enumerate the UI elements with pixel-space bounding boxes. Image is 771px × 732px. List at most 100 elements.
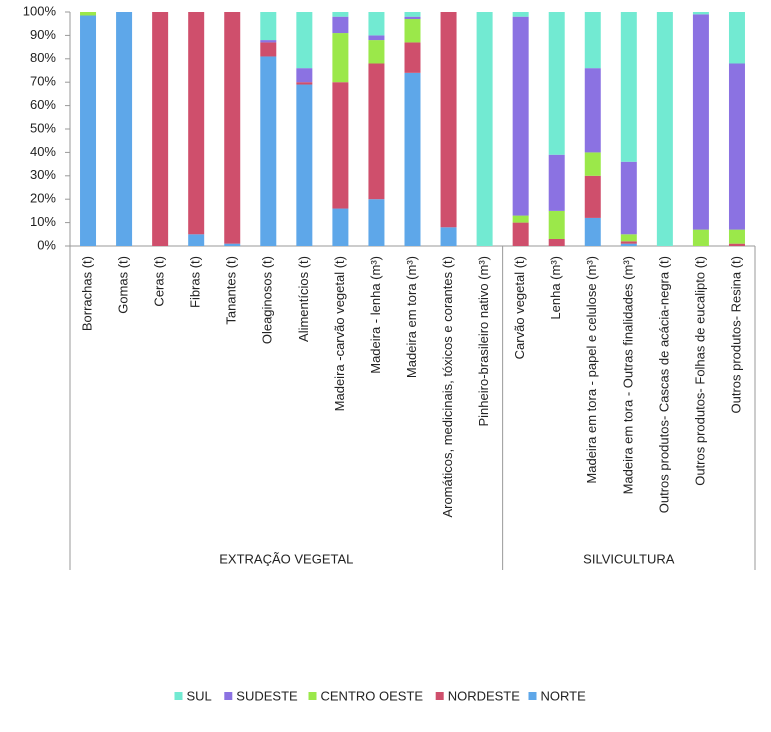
bar-segment xyxy=(728,243,745,246)
bar-segment xyxy=(548,210,565,239)
x-tick-label: Outros produtos- Folhas de eucalipto (t) xyxy=(692,256,707,486)
x-tick-label: Gomas (t) xyxy=(116,256,131,314)
y-tick-label: 90% xyxy=(30,27,56,42)
y-tick-label: 40% xyxy=(30,144,56,159)
bar-segment xyxy=(584,152,601,176)
bar-segment xyxy=(368,12,385,36)
legend-swatch xyxy=(174,692,183,700)
bar-segment xyxy=(548,238,565,246)
x-tick-label: Outros produtos- Cascas de acácia-negra … xyxy=(656,256,671,513)
bar-segment xyxy=(620,241,637,244)
y-tick-label: 70% xyxy=(30,74,56,89)
x-tick-label: Fibras (t) xyxy=(188,256,203,308)
legend-swatch xyxy=(224,692,233,700)
legend-label: CENTRO OESTE xyxy=(321,688,424,703)
bar-segment xyxy=(584,217,601,246)
bar-segment xyxy=(224,12,241,244)
bar-segment xyxy=(692,12,709,15)
bar-segment xyxy=(728,229,745,244)
legend-label: NORTE xyxy=(541,688,587,703)
bar-segment xyxy=(584,175,601,218)
legend-swatch xyxy=(308,692,317,700)
y-tick-label: 0% xyxy=(37,237,56,252)
legend-label: NORDESTE xyxy=(448,688,521,703)
x-tick-label: Pinheiro-brasileiro nativo (m³) xyxy=(476,256,491,427)
bar-segment xyxy=(548,12,565,155)
bar-segment xyxy=(332,82,349,209)
bar-segment xyxy=(188,234,205,246)
bar-segment xyxy=(368,35,385,41)
x-tick-label: Carvão vegetal (t) xyxy=(512,256,527,359)
bar-segment xyxy=(584,12,601,69)
x-tick-label: Madeira em tora - papel e celulose (m³) xyxy=(584,256,599,484)
bar-segment xyxy=(728,12,745,64)
bar-segment xyxy=(404,19,421,43)
x-tick-label: Tanantes (t) xyxy=(224,256,239,325)
bar-segment xyxy=(80,15,97,247)
y-tick-label: 20% xyxy=(30,191,56,206)
bar-segment xyxy=(512,16,529,216)
bar-segment xyxy=(260,40,277,43)
bar-segment xyxy=(548,154,565,211)
x-tick-label: Madeira - lenha (m³) xyxy=(368,256,383,374)
bar-segment xyxy=(260,56,277,247)
bar-segment xyxy=(512,222,529,246)
y-tick-label: 50% xyxy=(30,120,56,135)
bar-segment xyxy=(332,208,349,246)
y-tick-label: 80% xyxy=(30,50,56,65)
x-tick-label: Ceras (t) xyxy=(152,256,167,307)
bar-segment xyxy=(656,12,673,246)
bar-segment xyxy=(368,40,385,64)
x-tick-label: Oleaginosos (t) xyxy=(260,256,275,344)
bar-segment xyxy=(332,12,349,17)
bar-segment xyxy=(692,14,709,230)
y-tick-label: 30% xyxy=(30,167,56,182)
bar-segment xyxy=(188,12,205,235)
bar-segment xyxy=(476,12,493,246)
y-tick-label: 10% xyxy=(30,214,56,229)
bar-segment xyxy=(296,84,313,246)
bar-segment xyxy=(80,12,97,16)
legend-swatch xyxy=(528,692,537,700)
bar-segment xyxy=(368,63,385,200)
bar-segment xyxy=(224,243,241,246)
bar-segment xyxy=(296,12,313,69)
x-tick-label: Madeira em tora - Outras finalidades (m³… xyxy=(620,256,635,494)
bar-segment xyxy=(440,12,457,228)
bar-segment xyxy=(440,227,457,246)
bar-segment xyxy=(296,82,313,85)
bar-segment xyxy=(260,12,277,41)
bar-segment xyxy=(692,229,709,246)
bar-segment xyxy=(620,243,637,246)
y-tick-label: 100% xyxy=(23,3,57,18)
x-tick-label: Outros produtos- Resina (t) xyxy=(728,256,743,414)
bar-segment xyxy=(116,12,133,246)
bar-segment xyxy=(332,33,349,83)
legend-label: SUL xyxy=(187,688,212,703)
bar-segment xyxy=(260,42,277,57)
bar-segment xyxy=(404,16,421,20)
bar-segment xyxy=(404,72,421,246)
bar-segment xyxy=(512,215,529,223)
x-tick-label: Madeira em tora (m³) xyxy=(404,256,419,378)
legend-label: SUDESTE xyxy=(236,688,298,703)
x-tick-label: Aromáticos, medicinais, tóxicos e corant… xyxy=(440,256,455,518)
bar-segment xyxy=(728,63,745,230)
bar-segment xyxy=(332,16,349,34)
y-tick-label: 60% xyxy=(30,97,56,112)
bar-segment xyxy=(404,12,421,17)
bar-segment xyxy=(620,161,637,235)
bar-segment xyxy=(152,12,169,246)
bar-segment xyxy=(404,42,421,73)
bar-segment xyxy=(368,199,385,246)
group-label: SILVICULTURA xyxy=(583,551,675,566)
bar-segment xyxy=(620,234,637,242)
bar-segment xyxy=(584,68,601,153)
group-label: EXTRAÇÃO VEGETAL xyxy=(219,551,353,566)
x-tick-label: Borrachas (t) xyxy=(79,256,94,331)
bar-segment xyxy=(512,12,529,17)
bar-segment xyxy=(620,12,637,162)
x-tick-label: Lenha (m³) xyxy=(548,256,563,320)
x-tick-label: Madeira -carvão vegetal (t) xyxy=(332,256,347,411)
